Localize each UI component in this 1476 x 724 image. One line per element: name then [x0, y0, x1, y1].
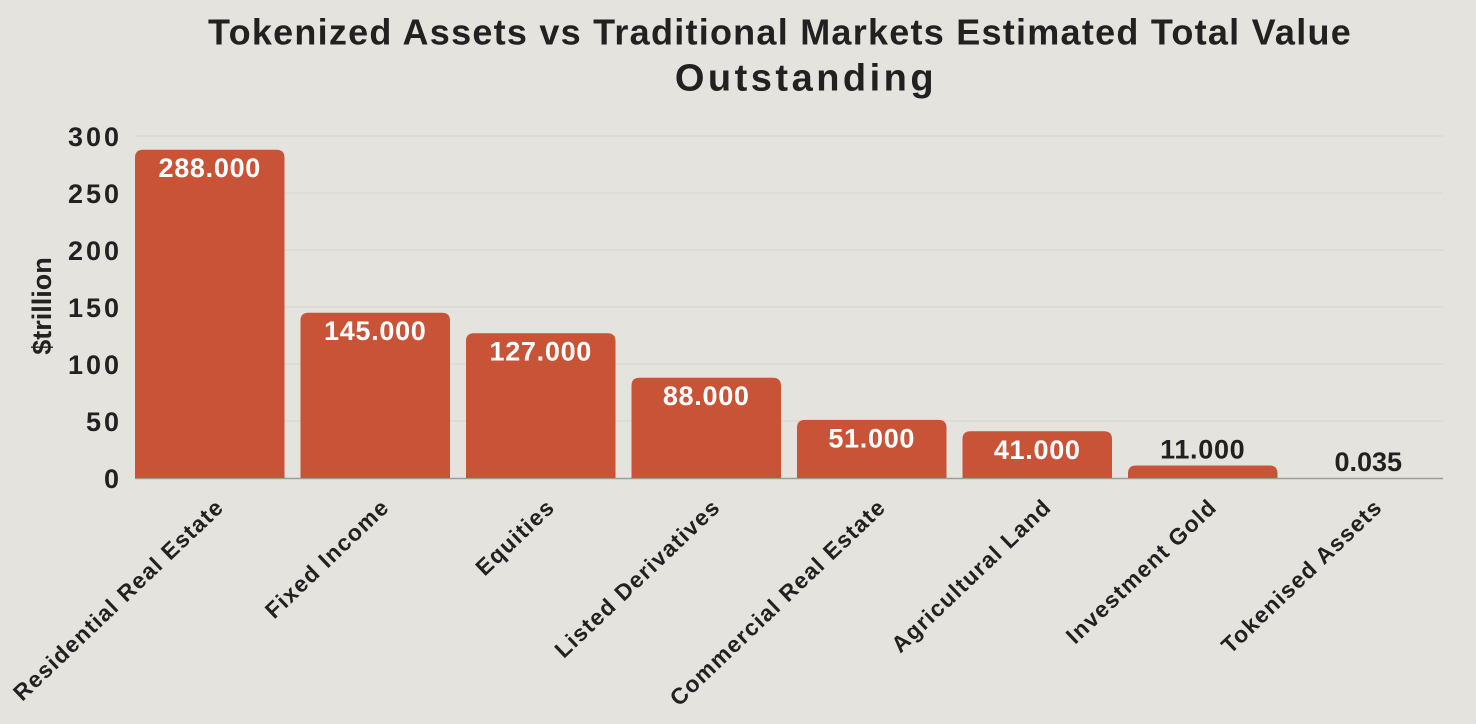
svg-text:100: 100: [68, 350, 122, 380]
svg-text:300: 300: [68, 122, 122, 152]
svg-text:288.000: 288.000: [159, 153, 262, 183]
svg-text:41.000: 41.000: [994, 435, 1081, 465]
svg-text:50: 50: [86, 407, 122, 437]
svg-text:0.035: 0.035: [1334, 447, 1402, 477]
svg-text:51.000: 51.000: [828, 423, 915, 453]
svg-text:Outstanding: Outstanding: [675, 58, 937, 100]
svg-text:88.000: 88.000: [663, 381, 750, 411]
svg-text:0: 0: [104, 464, 122, 494]
svg-text:250: 250: [68, 179, 122, 209]
svg-text:150: 150: [68, 293, 122, 323]
svg-text:Tokenized Assets vs Traditiona: Tokenized Assets vs Traditional Markets …: [208, 12, 1352, 53]
svg-text:200: 200: [68, 236, 122, 266]
svg-text:127.000: 127.000: [490, 337, 593, 367]
svg-text:145.000: 145.000: [324, 316, 427, 346]
svg-text:11.000: 11.000: [1160, 435, 1245, 465]
svg-text:$trillion: $trillion: [27, 257, 57, 355]
